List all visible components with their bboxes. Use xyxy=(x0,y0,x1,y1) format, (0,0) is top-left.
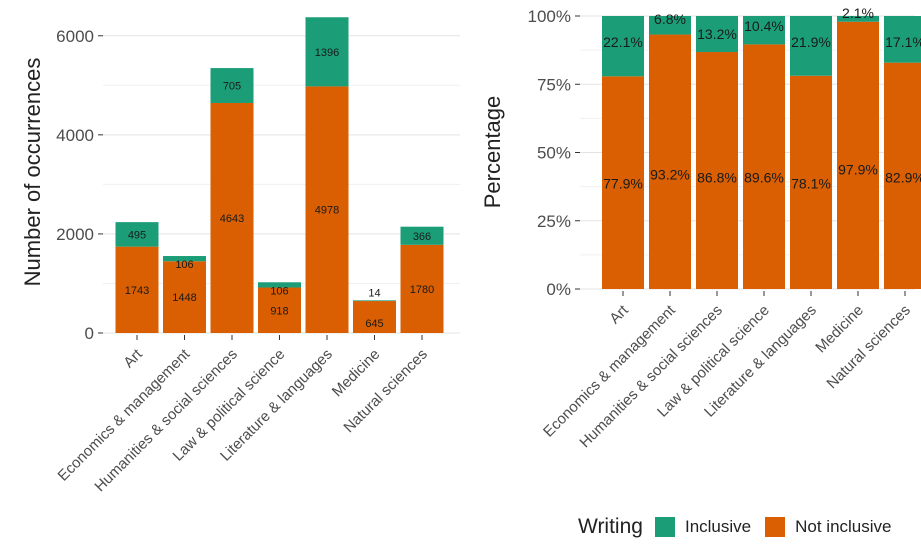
pct-data-label-not-inclusive-law-and-political-science: 89.6% xyxy=(744,170,784,186)
pct-x-tick-label-natural-sciences: Natural sciences xyxy=(823,302,913,392)
count-bar-not-inclusive-humanities-and-social-sciences xyxy=(210,102,254,333)
legend-label-not-inclusive: Not inclusive xyxy=(795,517,892,536)
count-bar-not-inclusive-literature-and-languages xyxy=(305,86,349,333)
pct-data-label-not-inclusive-economics-and-management: 93.2% xyxy=(650,167,690,183)
pct-data-label-inclusive-law-and-political-science: 10.4% xyxy=(744,18,784,34)
pct-data-label-not-inclusive-medicine: 97.9% xyxy=(838,162,878,178)
pct-bar-not-inclusive-humanities-and-social-sciences xyxy=(696,52,738,290)
count-data-label-inclusive-humanities-and-social-sciences: 705 xyxy=(223,81,241,93)
legend-item-inclusive: Inclusive xyxy=(654,517,752,537)
pct-data-label-not-inclusive-natural-sciences: 82.9% xyxy=(885,170,921,186)
count-data-label-inclusive-economics-and-management: 106 xyxy=(175,259,193,271)
pct-data-label-inclusive-natural-sciences: 17.1% xyxy=(885,34,921,50)
count-data-label-not-inclusive-humanities-and-social-sciences: 4643 xyxy=(220,213,244,225)
count-bar-inclusive-medicine xyxy=(353,300,396,302)
count-data-label-not-inclusive-law-and-political-science: 918 xyxy=(270,305,288,317)
count-bar-not-inclusive-medicine xyxy=(353,301,396,333)
count-y-tick-label: 0 xyxy=(85,324,94,343)
legend: Writing Inclusive Not inclusive xyxy=(578,515,905,539)
count-data-label-inclusive-art: 495 xyxy=(128,229,146,241)
pct-bar-inclusive-humanities-and-social-sciences xyxy=(696,16,738,53)
count-bar-inclusive-humanities-and-social-sciences xyxy=(210,68,254,103)
count-y-axis-title: Number of occurrences xyxy=(20,58,45,287)
pct-y-axis-title: Percentage xyxy=(480,96,505,209)
count-x-tick-label-art: Art xyxy=(120,345,146,371)
pct-bar-not-inclusive-natural-sciences xyxy=(884,62,921,289)
pct-data-label-inclusive-humanities-and-social-sciences: 13.2% xyxy=(697,26,737,42)
legend-item-not-inclusive: Not inclusive xyxy=(765,517,891,537)
pct-data-label-inclusive-literature-and-languages: 21.9% xyxy=(791,34,831,50)
count-data-label-inclusive-law-and-political-science: 106 xyxy=(270,285,288,297)
pct-x-tick-label-art: Art xyxy=(606,301,632,327)
count-bar-not-inclusive-law-and-political-science xyxy=(258,287,301,333)
pct-bar-inclusive-medicine xyxy=(837,16,879,22)
count-data-label-not-inclusive-art: 1743 xyxy=(125,285,149,297)
pct-data-label-not-inclusive-humanities-and-social-sciences: 86.8% xyxy=(697,170,737,186)
count-data-label-not-inclusive-medicine: 645 xyxy=(365,318,383,330)
pct-bar-inclusive-literature-and-languages xyxy=(790,16,832,76)
charts-svg: 0 2000 4000 6000 Number of occurrences 1743 49… xyxy=(20,5,921,495)
legend-key-not-inclusive xyxy=(765,517,786,537)
pct-bar-not-inclusive-art xyxy=(602,76,644,289)
count-bar-inclusive-economics-and-management xyxy=(163,256,206,262)
pct-bar-inclusive-art xyxy=(602,16,644,77)
count-bar-inclusive-literature-and-languages xyxy=(305,17,349,87)
legend-label-inclusive: Inclusive xyxy=(684,517,752,536)
pct-bar-inclusive-law-and-political-science xyxy=(743,16,785,45)
pct-data-label-not-inclusive-art: 77.9% xyxy=(603,176,643,192)
count-y-tick-label: 4000 xyxy=(56,126,94,145)
pct-bar-not-inclusive-literature-and-languages xyxy=(790,75,832,289)
count-bar-inclusive-natural-sciences xyxy=(400,226,444,245)
pct-y-tick-label: 75% xyxy=(537,75,571,94)
count-bar-not-inclusive-natural-sciences xyxy=(400,244,444,333)
count-data-label-inclusive-natural-sciences: 366 xyxy=(413,231,431,243)
pct-bar-inclusive-natural-sciences xyxy=(884,16,921,63)
count-data-label-not-inclusive-literature-and-languages: 4978 xyxy=(315,205,339,217)
count-bar-inclusive-art xyxy=(115,222,159,247)
pct-bar-not-inclusive-economics-and-management xyxy=(649,34,691,290)
count-bar-not-inclusive-economics-and-management xyxy=(163,261,206,333)
pct-data-label-inclusive-medicine: 2.1% xyxy=(842,5,874,21)
pct-bar-not-inclusive-law-and-political-science xyxy=(743,44,785,289)
legend-key-inclusive xyxy=(654,517,675,537)
count-data-label-not-inclusive-natural-sciences: 1780 xyxy=(410,284,434,296)
pct-data-label-not-inclusive-literature-and-languages: 78.1% xyxy=(791,176,831,192)
count-data-label-inclusive-literature-and-languages: 1396 xyxy=(315,47,339,59)
count-y-tick-label: 2000 xyxy=(56,225,94,244)
count-bar-inclusive-law-and-political-science xyxy=(258,282,301,288)
legend-title: Writing xyxy=(578,515,643,538)
count-bar-not-inclusive-art xyxy=(115,246,159,333)
pct-y-tick-label: 0% xyxy=(546,280,571,299)
pct-y-tick-label: 100% xyxy=(528,7,571,26)
pct-bar-inclusive-economics-and-management xyxy=(649,16,691,35)
pct-y-tick-label: 25% xyxy=(537,212,571,231)
count-y-tick-label: 6000 xyxy=(56,27,94,46)
count-data-label-not-inclusive-economics-and-management: 1448 xyxy=(172,292,196,304)
count-x-tick-label-natural-sciences: Natural sciences xyxy=(340,346,430,436)
pct-data-label-inclusive-economics-and-management: 6.8% xyxy=(654,11,686,27)
count-data-label-inclusive-medicine: 14 xyxy=(368,287,380,299)
pct-y-tick-label: 50% xyxy=(537,144,571,163)
pct-bar-not-inclusive-medicine xyxy=(837,21,879,289)
pct-data-label-inclusive-art: 22.1% xyxy=(603,34,643,50)
